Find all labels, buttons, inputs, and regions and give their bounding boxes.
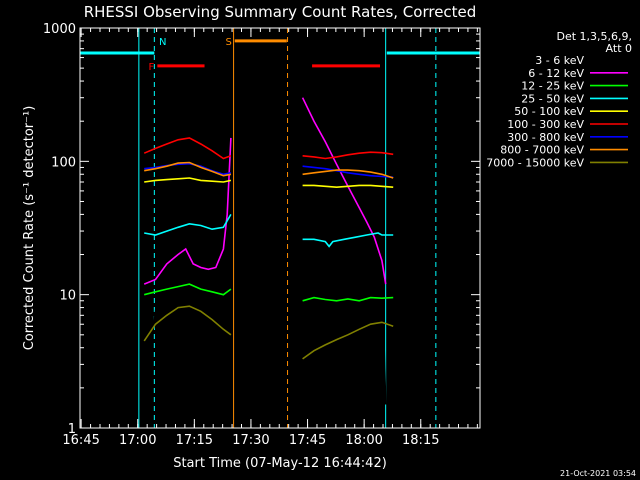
series-7000-15000keV	[143, 305, 394, 360]
plot-frame	[79, 27, 481, 429]
legend-label: 300 - 800 keV	[507, 131, 584, 144]
series-line	[302, 169, 394, 179]
annotation-label: N	[159, 37, 166, 48]
series-line	[143, 230, 225, 405]
y-axis: 1 10 100 1000	[43, 22, 480, 437]
legend-label: 6 - 12 keV	[528, 67, 584, 80]
x-tick-label: 17:15	[176, 433, 213, 448]
series-100-300keV	[143, 137, 394, 160]
series-50-100keV	[144, 177, 394, 189]
annotation-label: F	[148, 62, 154, 73]
series-line	[144, 283, 232, 296]
series-800-7000keV	[144, 161, 394, 179]
series-line	[144, 177, 232, 183]
x-tick-label: 18:00	[345, 433, 382, 448]
y-tick-label: 1	[68, 422, 76, 437]
series-line	[143, 137, 232, 160]
series-line	[302, 165, 394, 178]
y-axis-label: Corrected Count Rate (s⁻¹ detector⁻¹)	[22, 106, 37, 351]
series-line	[302, 151, 394, 160]
chart-title: RHESSI Observing Summary Count Rates, Co…	[84, 3, 477, 21]
series-line	[144, 213, 232, 236]
series-line	[301, 83, 387, 405]
series-3-6keV	[143, 83, 387, 405]
series-12-25keV	[144, 283, 394, 302]
series-line	[143, 305, 232, 342]
x-tick-label: 17:45	[289, 433, 326, 448]
series-line	[302, 232, 394, 248]
series-layer	[143, 83, 394, 405]
legend-label: 800 - 7000 keV	[500, 144, 584, 157]
x-axis-label: Start Time (07-May-12 16:44:42)	[173, 456, 387, 471]
legend-label: 100 - 300 keV	[507, 118, 584, 131]
x-tick-label: 17:00	[119, 433, 156, 448]
timestamp: 21-Oct-2021 03:54	[560, 469, 636, 478]
series-6-12keV	[143, 97, 387, 285]
y-tick-label: 10	[59, 289, 76, 304]
x-tick-label: 18:15	[402, 433, 439, 448]
legend-header: Det 1,3,5,6,9,	[556, 30, 632, 43]
series-line	[144, 162, 232, 176]
series-line	[302, 321, 394, 360]
legend-label: 25 - 50 keV	[521, 92, 584, 105]
series-300-800keV	[144, 162, 394, 178]
legend-label: 3 - 6 keV	[535, 54, 584, 67]
annotations: N F S	[80, 28, 480, 428]
legend-label: 50 - 100 keV	[514, 105, 584, 118]
series-line	[144, 161, 232, 177]
x-tick-label: 17:30	[232, 433, 269, 448]
series-line	[302, 296, 394, 302]
legend-header: Att 0	[606, 42, 632, 55]
legend-label: 12 - 25 keV	[521, 80, 584, 93]
series-line	[301, 97, 387, 285]
series-25-50keV	[144, 213, 394, 248]
y-tick-label: 1000	[43, 22, 76, 37]
x-axis: 16:45 17:00 17:15 17:30 17:45 18:00 18:15	[62, 28, 478, 448]
series-line	[302, 184, 394, 189]
annotation-label: S	[226, 37, 232, 48]
x-tick-label: 16:45	[62, 433, 99, 448]
series-line	[143, 137, 232, 285]
y-tick-label: 100	[51, 155, 76, 170]
legend-label: 7000 - 15000 keV	[486, 156, 584, 169]
